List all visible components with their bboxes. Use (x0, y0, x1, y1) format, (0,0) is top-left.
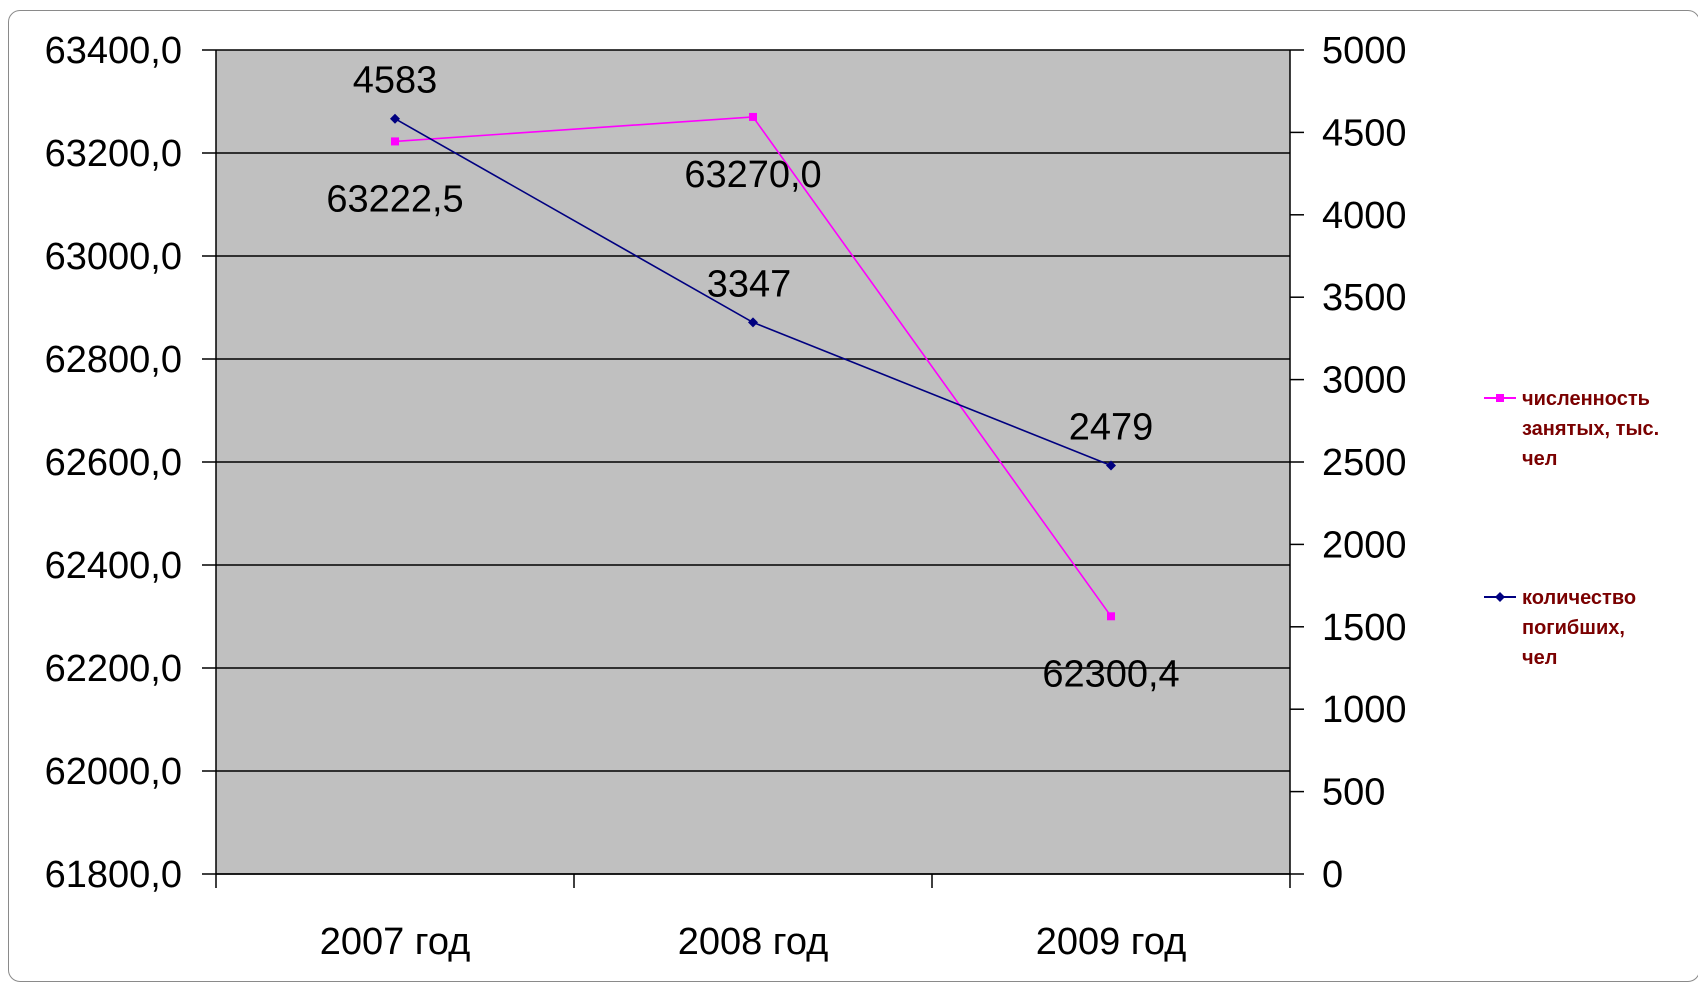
category-label: 2008 год (678, 921, 829, 963)
left-axis-tick-labels: 61800,0 62000,0 62200,0 62400,0 62600,0 62800… (45, 30, 182, 896)
legend-label: количество погибших, чел (1522, 587, 1636, 669)
series-layer (390, 112, 1116, 621)
legend-marker (1495, 592, 1505, 602)
legend-marker (1496, 394, 1504, 402)
right-axis-tick-label: 4500 (1322, 112, 1407, 154)
left-axis-tick-label: 62600,0 (45, 442, 182, 484)
data-label: 62300,4 (1042, 653, 1179, 695)
right-axis-tick-labels: 0 500 1000 1500 2000 2500 3000 3500 4000 4500 5000 (1322, 30, 1407, 896)
data-label: 4583 (353, 60, 438, 102)
left-axis-tick-label: 62000,0 (45, 751, 182, 793)
data-label: 2479 (1069, 406, 1154, 448)
left-axis-tick-label: 62800,0 (45, 339, 182, 381)
category-label: 2009 год (1036, 921, 1187, 963)
legend-label: численность занятых, тыс. чел (1522, 388, 1659, 470)
right-axis-tick-label: 1500 (1322, 607, 1407, 649)
legend-item: численность занятых, тыс. чел (1484, 388, 1659, 470)
data-point (749, 112, 757, 121)
left-axis-tick-label: 63200,0 (45, 133, 182, 175)
left-axis-tick-label: 62200,0 (45, 648, 182, 690)
right-axis-tick-label: 1000 (1322, 689, 1407, 731)
right-axis-tick-label: 3000 (1322, 360, 1407, 402)
data-point (1107, 612, 1115, 621)
right-axis-tick-label: 0 (1322, 854, 1343, 896)
data-point (1106, 460, 1116, 471)
left-axis-tick-label: 63400,0 (45, 30, 182, 72)
right-axis-tick-label: 3500 (1322, 277, 1407, 319)
data-label: 63222,5 (326, 178, 463, 220)
category-label: 2007 год (320, 921, 471, 963)
data-label: 3347 (707, 263, 792, 305)
category-axis-labels: 2007 год 2008 год 2009 год (320, 921, 1187, 963)
right-axis-tick-label: 500 (1322, 772, 1385, 814)
gridlines (216, 49, 1290, 875)
legend-item: количество погибших, чел (1484, 587, 1636, 669)
right-axis-tick-label: 4000 (1322, 195, 1407, 237)
data-point (391, 137, 399, 146)
left-axis-tick-label: 63000,0 (45, 236, 182, 278)
right-axis-tick-label: 2000 (1322, 524, 1407, 566)
axes (202, 49, 1304, 888)
legend: численность занятых, тыс. чел количество пог… (1484, 388, 1659, 669)
data-point (748, 317, 758, 328)
data-point (390, 113, 400, 124)
left-axis-tick-label: 61800,0 (45, 854, 182, 896)
left-axis-tick-label: 62400,0 (45, 545, 182, 587)
data-labels: 63222,5 63270,0 62300,4 4583 3347 2479 (326, 60, 1179, 696)
data-label: 63270,0 (684, 154, 821, 196)
right-axis-tick-label: 2500 (1322, 442, 1407, 484)
right-axis-tick-label: 5000 (1322, 30, 1407, 72)
